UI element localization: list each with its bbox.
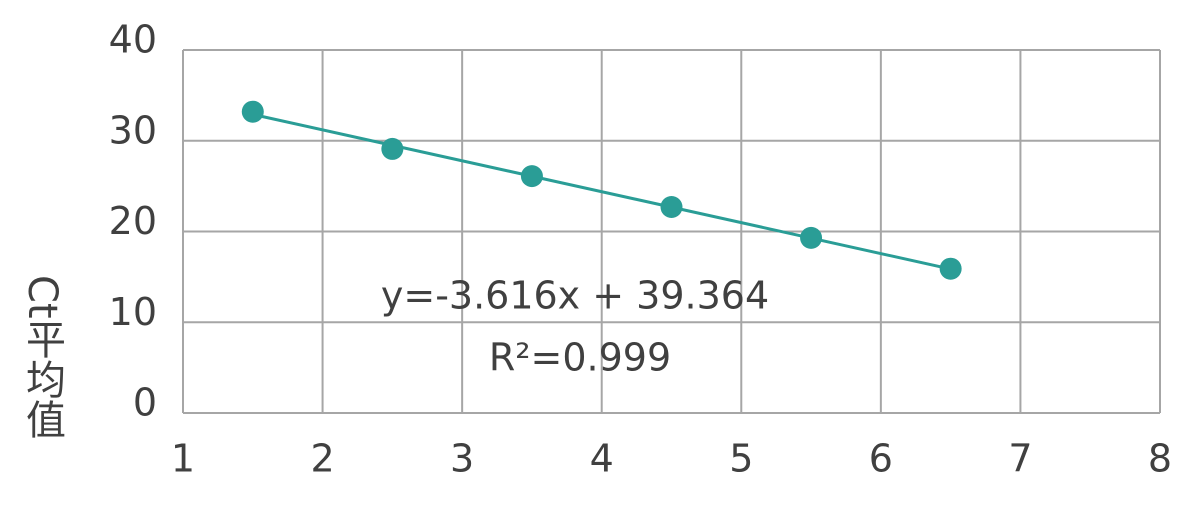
y-tick-label: 20 [109, 199, 157, 243]
y-tick-label: 30 [109, 108, 157, 152]
x-tick-label: 6 [869, 437, 893, 481]
x-tick-label: 2 [310, 437, 334, 481]
y-axis-label: Ct平均值 [19, 275, 65, 439]
point [520, 165, 543, 188]
equation: y=-3.616x + 39.364 [381, 274, 769, 318]
y-tick-label: 10 [109, 290, 157, 334]
r-squared: R²=0.999 [489, 336, 671, 380]
trendline [252, 112, 951, 271]
y-tick-label: 40 [109, 18, 157, 62]
point [660, 195, 683, 218]
x-tick-label: 5 [729, 437, 753, 481]
x-tick-label: 4 [590, 437, 614, 481]
point [800, 226, 823, 249]
point [241, 100, 264, 123]
point [939, 257, 962, 280]
point [381, 137, 404, 160]
x-tick-label: 8 [1148, 437, 1172, 481]
x-tick-label: 7 [1008, 437, 1032, 481]
y-tick-label: 0 [133, 381, 157, 425]
x-tick-label: 3 [450, 437, 474, 481]
x-tick-label: 1 [171, 437, 195, 481]
